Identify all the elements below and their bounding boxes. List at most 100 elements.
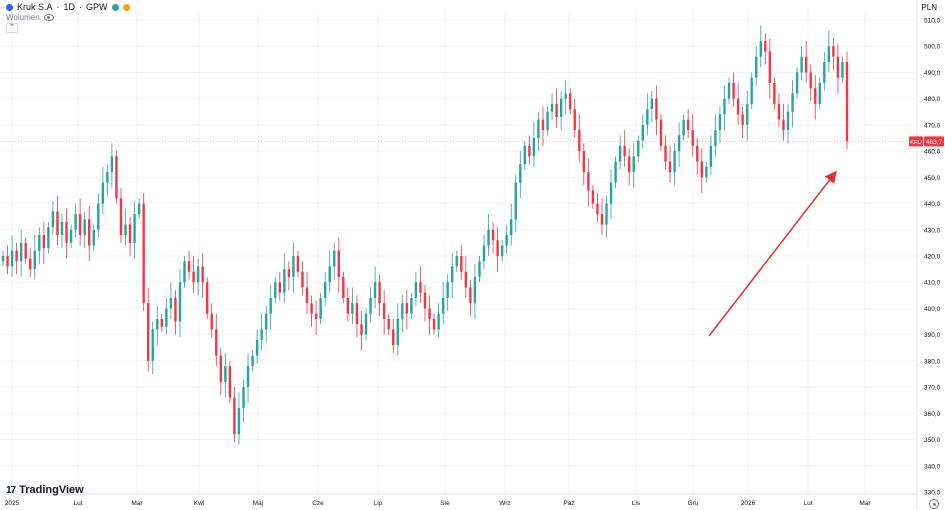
candle-body — [804, 56, 808, 73]
candle-body — [133, 214, 136, 243]
candle-body — [714, 130, 717, 146]
candle-body — [274, 282, 277, 298]
candle-body — [210, 313, 213, 330]
collapse-legend-button[interactable]: ⌃ — [6, 23, 18, 33]
candle-body — [587, 172, 590, 191]
candle-body — [201, 266, 204, 283]
exchange-label: GPW — [86, 2, 108, 12]
candle-body — [215, 329, 218, 356]
candle-body — [19, 242, 23, 262]
candle-body — [228, 366, 232, 398]
candle-body — [814, 88, 817, 104]
candle-body — [151, 329, 154, 361]
annotation-arrow — [708, 170, 837, 337]
candle-body — [1, 256, 5, 262]
eye-icon[interactable] — [43, 14, 54, 21]
candle-body — [337, 250, 340, 277]
symbol-name[interactable]: Kruk S.A — [17, 2, 53, 12]
candle-body — [10, 250, 14, 267]
candle-body — [836, 56, 840, 78]
price-tag-value-bg — [924, 136, 944, 147]
y-tick-label: 450,0 — [924, 175, 941, 182]
candle-body — [187, 261, 191, 272]
candle-body — [627, 156, 631, 173]
candle-body — [537, 119, 540, 138]
tradingview-logo[interactable]: 17 TradingView — [6, 484, 84, 496]
x-tick-label: Lut — [803, 500, 812, 507]
candle-body — [768, 51, 772, 83]
candle-body — [378, 282, 381, 304]
candle-body — [605, 203, 608, 225]
chart-legend: Kruk S.A · 1D · GPW — [6, 2, 130, 12]
x-tick-label: Lut — [73, 500, 82, 507]
candle-body — [582, 151, 586, 173]
interval-label[interactable]: 1D — [63, 2, 76, 12]
candle-body — [42, 235, 46, 249]
candle-body — [51, 211, 55, 228]
candle-body — [174, 297, 177, 322]
x-tick-label: Paź — [563, 500, 574, 507]
x-tick-label: 2025 — [5, 500, 20, 507]
candle-body — [637, 140, 640, 157]
candle-body — [487, 229, 490, 246]
candle-body — [97, 203, 100, 230]
candle-body — [555, 103, 558, 118]
x-tick-label: Maj — [253, 500, 263, 507]
candle-body — [709, 145, 713, 167]
candle-body — [414, 282, 418, 298]
y-tick-label: 500,0 — [924, 44, 941, 51]
y-tick-label: 490,0 — [924, 70, 941, 77]
y-tick-label: 340,0 — [924, 463, 941, 470]
candle-body — [237, 408, 241, 435]
candle-body — [809, 72, 812, 89]
candle-body — [88, 219, 91, 246]
data-status-icon — [122, 3, 130, 11]
x-tick-label: Gru — [688, 500, 699, 507]
candle-body — [296, 256, 300, 272]
candle-body — [183, 261, 186, 283]
candle-body — [147, 303, 150, 361]
candle-body — [196, 266, 200, 283]
candle-body — [600, 214, 604, 225]
candle-body — [15, 250, 18, 262]
candle-body — [119, 198, 123, 236]
candle-body — [732, 82, 735, 99]
gear-icon[interactable] — [929, 499, 939, 509]
candle-body — [455, 256, 458, 267]
candle-body — [650, 98, 654, 110]
candle-body — [292, 256, 295, 277]
candle-body — [251, 355, 254, 367]
currency-label[interactable]: PLN — [921, 3, 937, 12]
candle-body — [387, 318, 390, 330]
x-tick-label: Sie — [440, 500, 450, 507]
candle-body — [78, 214, 82, 236]
candle-body — [110, 156, 114, 173]
candle-body — [573, 109, 576, 131]
candle-body — [623, 145, 626, 157]
candle-body — [428, 308, 431, 319]
candle-body — [559, 98, 563, 118]
y-tick-label: 400,0 — [924, 306, 941, 313]
candle-body — [718, 114, 722, 131]
x-tick-label: Lis — [632, 500, 641, 507]
candle-body — [827, 46, 831, 62]
volume-label[interactable]: Wolumen — [6, 13, 40, 22]
candle-body — [432, 318, 436, 330]
candle-body — [342, 276, 345, 298]
candle-body — [60, 221, 64, 236]
candle-body — [305, 287, 309, 304]
candle-body — [355, 303, 359, 325]
symbol-icon — [6, 3, 13, 11]
candle-body — [69, 229, 73, 243]
candle-body — [242, 387, 245, 409]
candle-body — [469, 287, 472, 304]
candle-body — [668, 161, 672, 173]
candle-body — [392, 329, 395, 346]
x-tick-label: 2026 — [741, 500, 756, 507]
candle-body — [845, 61, 849, 142]
candle-body — [219, 355, 223, 382]
title-separator: · — [79, 2, 83, 12]
candle-body — [823, 61, 826, 83]
y-tick-label: 380,0 — [924, 358, 941, 365]
